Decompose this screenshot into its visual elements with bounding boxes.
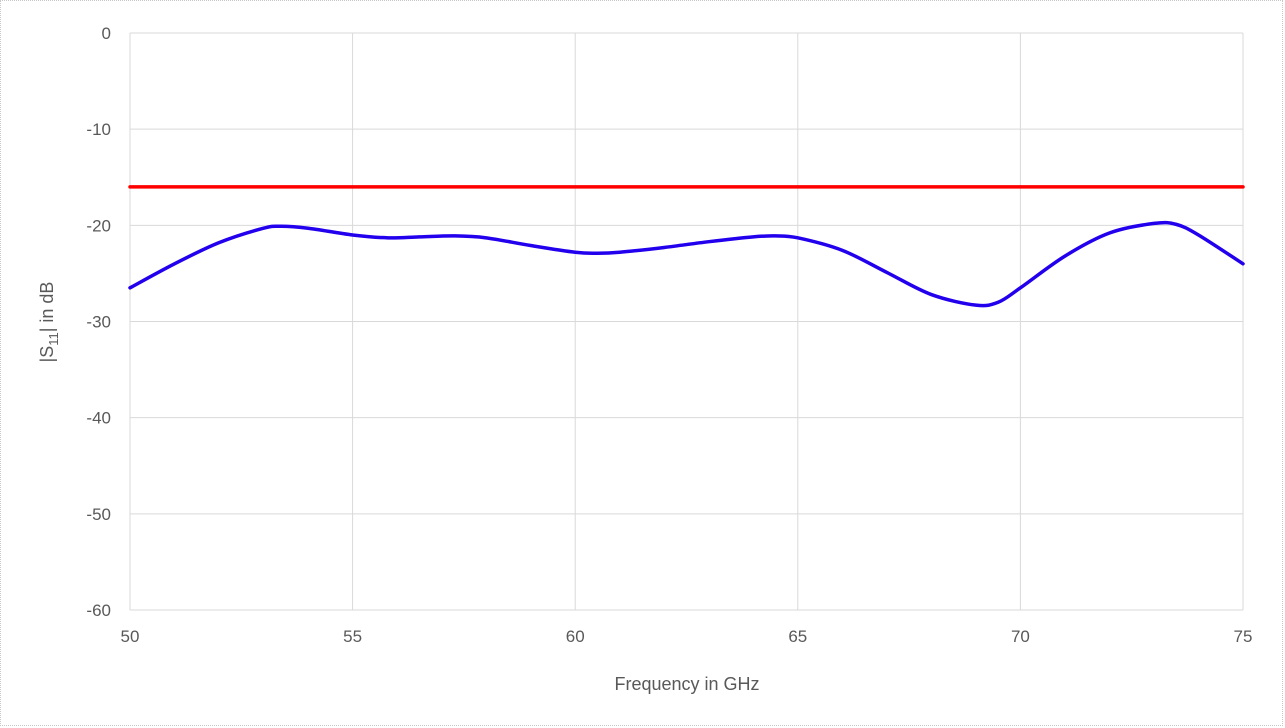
- y-tick-label: -20: [86, 216, 111, 235]
- x-tick-label: 75: [1234, 627, 1253, 646]
- x-tick-label: 65: [788, 627, 807, 646]
- x-axis-title: Frequency in GHz: [614, 674, 759, 694]
- series-lines: [128, 185, 1245, 308]
- x-tick-label: 50: [121, 627, 140, 646]
- y-axis-title-prefix: |S: [37, 346, 57, 363]
- y-tick-label: -30: [86, 313, 111, 332]
- y-tick-label: -50: [86, 505, 111, 524]
- gridlines: [129, 32, 1244, 611]
- x-tick-label: 55: [343, 627, 362, 646]
- x-tick-label: 60: [566, 627, 585, 646]
- y-tick-label: -10: [86, 120, 111, 139]
- y-tick-label: 0: [102, 24, 111, 43]
- series-line-0: [128, 220, 1245, 308]
- y-axis-title-subscript: 11: [46, 332, 61, 346]
- y-tick-label: -60: [86, 601, 111, 620]
- y-tick-label: -40: [86, 409, 111, 428]
- tick-labels: 50 55 60 65 70 75 0 -10 -20 -30 -40 -50 -60: [86, 24, 1252, 646]
- y-axis-title-suffix: | in dB: [37, 282, 57, 333]
- y-axis-title: |S11| in dB: [37, 282, 61, 363]
- x-tick-label: 70: [1011, 627, 1030, 646]
